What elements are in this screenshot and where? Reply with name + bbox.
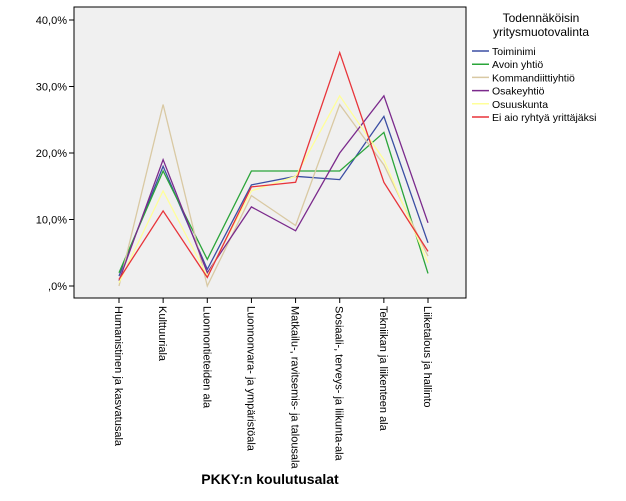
x-category-label: Sosiaali-, terveys- ja liikunta-ala [333,306,345,462]
y-tick-label: 10,0% [36,215,67,227]
y-tick-label: ,0% [48,281,67,293]
x-category-label: Kulttuuriala [156,306,168,362]
x-axis: Humanistinen ja kasvatusala Kulttuuriala L… [112,298,433,469]
legend-label-2: Avoin yhtiö [492,59,543,71]
y-tick-label: 30,0% [36,82,67,94]
series-line-2 [118,131,429,274]
series-line-6 [118,50,429,280]
x-category-label: Tekniikan ja liikenteen ala [377,306,389,432]
x-category-label: Humanistinen ja kasvatusala [112,306,124,447]
legend: Todennäköisin yritysmuotovalinta Toimini… [472,11,596,124]
x-category-label: Luonnontieteiden ala [200,306,212,409]
legend-label-5: Osuuskunta [492,99,548,111]
x-category-label: Liiketalous ja hallinto [421,306,433,408]
plot-area [73,6,467,299]
x-axis-title: PKKY:n koulutusalat [201,471,339,487]
y-tick-label: 20,0% [36,148,67,160]
series-line-5 [118,94,429,283]
x-category-label: Matkailu-, ravitsemis- ja talousala [289,306,301,469]
series-line-3 [118,103,429,288]
legend-title-line-1: Todennäköisin [503,11,580,25]
legend-title-line-2: yritysmuotovalinta [493,25,589,39]
legend-label-6: Ei aio ryhtyä yrittäjäksi [492,112,596,124]
series-line-1 [118,114,429,277]
legend-label-4: Osakeyhtiö [492,86,545,98]
legend-label-1: Toiminimi [492,46,536,58]
y-tick-label: 40,0% [36,15,67,27]
legend-label-3: Kommandiittiyhtiö [492,72,575,84]
x-category-label: Luonnonvara- ja ympäristöala [244,306,256,452]
y-axis: ,0% 10,0% 20,0% 30,0% 40,0% [36,15,74,293]
series-line-4 [118,94,429,281]
series-lines [118,50,429,288]
